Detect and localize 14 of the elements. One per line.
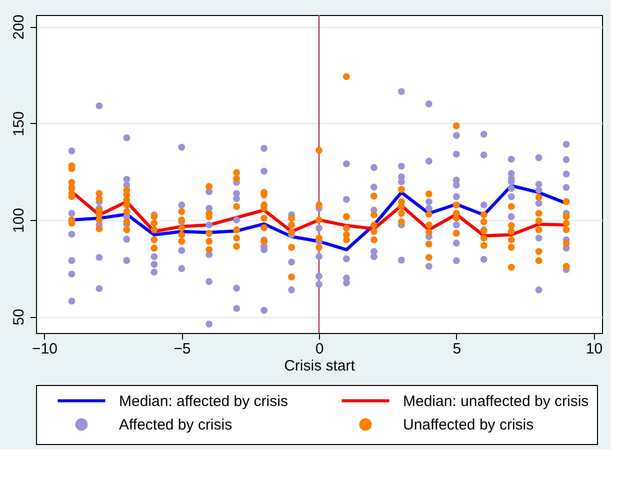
y-tick-label: 200 — [10, 14, 28, 40]
y-tick-label: 50 — [10, 308, 28, 326]
x-axis-title: Crisis start — [284, 358, 356, 374]
legend-label: Median: unaffected by crisis — [403, 392, 589, 410]
y-tick-label: 150 — [10, 111, 28, 136]
x-tick-label: −5 — [174, 340, 191, 358]
legend-label: Affected by crisis — [119, 416, 232, 434]
x-tick-label: 0 — [315, 340, 324, 358]
x-tick-label: −10 — [32, 340, 58, 358]
y-tick-label: 100 — [10, 208, 28, 233]
x-tick-label: 5 — [452, 340, 462, 358]
x-tick-label: 10 — [586, 340, 603, 358]
legend-label: Unaffected by crisis — [403, 416, 534, 434]
legend-label: Median: affected by crisis — [119, 392, 288, 410]
